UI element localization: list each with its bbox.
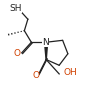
Text: O: O [32, 71, 39, 80]
Text: OH: OH [64, 68, 77, 77]
Text: N: N [42, 38, 49, 47]
Polygon shape [45, 42, 48, 60]
Text: O: O [14, 49, 21, 58]
Text: SH: SH [9, 4, 22, 13]
